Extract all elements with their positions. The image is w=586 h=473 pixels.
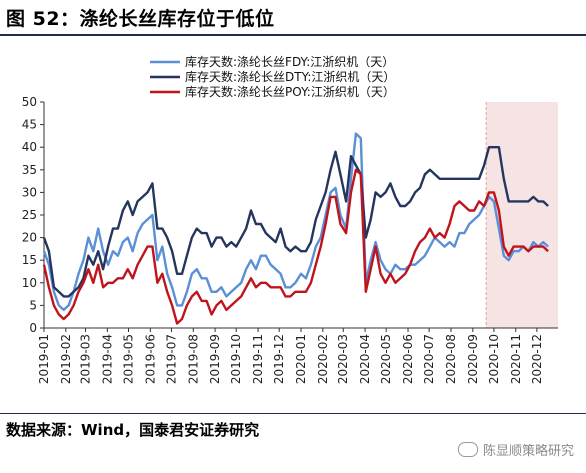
x-tick-label: 2020-08 xyxy=(444,334,458,384)
legend: 库存天数:涤纶长丝FDY:江浙织机（天）库存天数:涤纶长丝DTY:江浙织机（天）… xyxy=(150,54,395,99)
x-tick-label: 2019-05 xyxy=(121,334,135,384)
x-tick-label: 2019-03 xyxy=(79,334,93,384)
x-tick-label: 2020-07 xyxy=(422,334,436,384)
x-tick-label: 2020-04 xyxy=(358,334,372,384)
y-tick-label: 20 xyxy=(22,231,37,245)
x-tick-label: 2019-11 xyxy=(251,334,265,384)
y-tick-label: 40 xyxy=(22,140,37,154)
source-divider xyxy=(0,413,586,414)
watermark: 陈显顺策略研究 xyxy=(457,440,574,459)
x-tick-label: 2019-12 xyxy=(272,334,286,384)
x-tick-label: 2020-11 xyxy=(509,334,523,384)
y-tick-label: 15 xyxy=(22,253,37,267)
y-tick-label: 30 xyxy=(22,185,37,199)
legend-label: 库存天数:涤纶长丝FDY:江浙织机（天） xyxy=(185,54,394,69)
forecast-shaded-region xyxy=(486,102,558,328)
x-tick-label: 2020-03 xyxy=(336,334,350,384)
series-line-3 xyxy=(42,168,549,325)
source-note: 数据来源：Wind，国泰君安证券研究 xyxy=(6,421,260,439)
x-tick-label: 2020-01 xyxy=(294,334,308,384)
chart-title: 图 52：涤纶长丝库存位于低位 xyxy=(6,8,275,30)
y-tick-label: 35 xyxy=(22,163,37,177)
x-tick-label: 2019-06 xyxy=(143,334,157,384)
y-tick-label: 25 xyxy=(22,208,37,222)
x-tick-label: 2020-02 xyxy=(316,334,330,384)
x-tick-label: 2020-06 xyxy=(401,334,415,384)
y-axis: 0 5 10 15 20 25 30 35 40 45 50 xyxy=(22,95,45,335)
x-axis: 2019-01 2019-02 2019-03 2019-04 2019-05 2019-… xyxy=(37,327,558,384)
x-tick-label: 2019-09 xyxy=(208,334,222,384)
watermark-label: 陈显顺策略研究 xyxy=(482,444,574,459)
title-divider xyxy=(0,34,586,36)
wechat-icon xyxy=(457,442,478,457)
series-line-1 xyxy=(42,132,549,312)
x-tick-label: 2020-12 xyxy=(530,334,544,384)
y-tick-label: 5 xyxy=(29,298,37,312)
x-tick-label: 2020-09 xyxy=(466,334,480,384)
x-tick-label: 2019-01 xyxy=(37,334,51,384)
x-tick-label: 2019-10 xyxy=(229,334,243,384)
legend-label: 库存天数:涤纶长丝DTY:江浙织机（天） xyxy=(185,69,395,84)
legend-label: 库存天数:涤纶长丝POY:江浙织机（天） xyxy=(185,84,395,99)
x-tick-label: 2019-08 xyxy=(186,334,200,384)
y-tick-label: 0 xyxy=(29,321,37,335)
series-layer xyxy=(42,132,549,325)
series-line-2 xyxy=(42,146,549,298)
y-tick-label: 10 xyxy=(22,276,37,290)
y-tick-label: 50 xyxy=(22,95,37,109)
x-tick-label: 2020-05 xyxy=(379,334,393,384)
x-tick-label: 2020-10 xyxy=(487,334,501,384)
x-tick-label: 2019-02 xyxy=(59,334,73,384)
x-tick-label: 2019-07 xyxy=(164,334,178,384)
y-tick-label: 45 xyxy=(22,118,37,132)
x-tick-label: 2019-04 xyxy=(100,334,114,384)
